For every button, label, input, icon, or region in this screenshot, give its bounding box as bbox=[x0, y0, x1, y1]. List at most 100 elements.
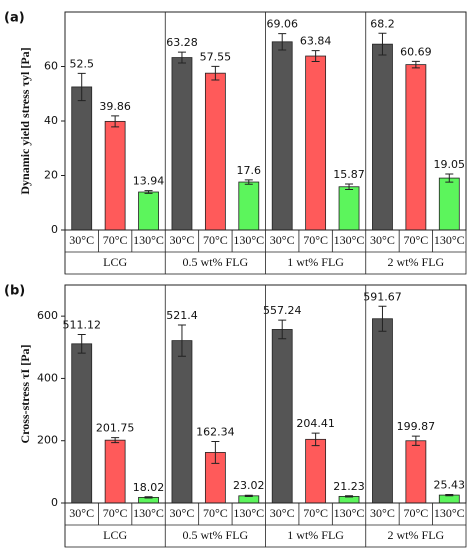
data-label: 68.2 bbox=[370, 17, 395, 30]
series-label: 30°C bbox=[270, 233, 295, 247]
series-label: 30°C bbox=[69, 506, 94, 520]
data-label: 13.94 bbox=[133, 175, 165, 188]
error-bar bbox=[77, 333, 86, 354]
data-label: 201.75 bbox=[96, 422, 135, 435]
series-label: 70°C bbox=[103, 233, 128, 247]
error-bar bbox=[177, 51, 186, 64]
bar bbox=[305, 438, 327, 504]
series-label: 70°C bbox=[203, 506, 228, 520]
error-bar bbox=[278, 33, 287, 51]
error-bar bbox=[211, 65, 220, 81]
data-label: 18.02 bbox=[133, 481, 165, 494]
category-label: LCG bbox=[103, 255, 127, 269]
data-label: 15.87 bbox=[333, 168, 365, 181]
data-label: 63.28 bbox=[166, 36, 198, 49]
error-bar bbox=[345, 495, 354, 498]
error-bar bbox=[445, 173, 454, 183]
error-bar bbox=[345, 183, 354, 190]
series-label: 70°C bbox=[403, 233, 428, 247]
error-bar bbox=[111, 115, 120, 128]
bar bbox=[204, 72, 226, 231]
y-axis-title: Dynamic yield stress τyl [Pa] bbox=[18, 47, 32, 194]
data-label: 17.6 bbox=[237, 164, 262, 177]
series-label: 30°C bbox=[170, 506, 195, 520]
bar bbox=[372, 43, 393, 231]
data-label: 19.05 bbox=[434, 158, 466, 171]
error-bar bbox=[244, 179, 253, 185]
series-label: 130°C bbox=[133, 233, 164, 247]
data-label: 23.02 bbox=[233, 479, 265, 492]
data-label: 591.67 bbox=[363, 290, 402, 303]
error-bar bbox=[211, 441, 220, 464]
y-tick-label: 600 bbox=[37, 309, 58, 322]
error-bar bbox=[177, 324, 186, 357]
bar bbox=[372, 318, 393, 504]
series-label: 30°C bbox=[69, 233, 94, 247]
bar bbox=[438, 494, 460, 504]
error-bar bbox=[144, 496, 153, 499]
series-label: 70°C bbox=[303, 506, 328, 520]
error-bar bbox=[311, 50, 320, 62]
bar bbox=[71, 343, 93, 504]
bar bbox=[271, 41, 293, 231]
series-label: 70°C bbox=[103, 506, 128, 520]
data-label: 63.84 bbox=[300, 35, 332, 48]
series-label: 70°C bbox=[403, 506, 428, 520]
panel-label: (b) bbox=[4, 284, 25, 299]
data-label: 69.06 bbox=[266, 18, 298, 31]
error-bar bbox=[244, 494, 253, 497]
error-bar bbox=[111, 437, 120, 444]
data-label: 25.43 bbox=[434, 478, 466, 491]
panel-label: (a) bbox=[4, 11, 25, 26]
series-label: 130°C bbox=[233, 233, 264, 247]
bar bbox=[138, 191, 159, 231]
y-tick-label: 20 bbox=[44, 169, 58, 182]
error-bar bbox=[278, 319, 287, 340]
y-tick-label: 0 bbox=[51, 496, 58, 509]
error-bar bbox=[411, 435, 420, 446]
data-label: 39.86 bbox=[99, 100, 131, 113]
bar bbox=[104, 439, 126, 504]
series-label: 130°C bbox=[434, 233, 465, 247]
bar bbox=[171, 57, 193, 231]
category-label: 2 wt% FLG bbox=[388, 528, 445, 542]
bar bbox=[305, 55, 327, 231]
series-label: 30°C bbox=[270, 506, 295, 520]
error-bar bbox=[311, 432, 320, 447]
category-label: 0.5 wt% FLG bbox=[183, 255, 249, 269]
bar bbox=[271, 329, 293, 504]
category-label: 2 wt% FLG bbox=[388, 255, 445, 269]
bar bbox=[405, 64, 427, 231]
y-tick-label: 400 bbox=[37, 371, 58, 384]
series-label: 30°C bbox=[370, 506, 395, 520]
series-label: 70°C bbox=[203, 233, 228, 247]
data-label: 21.23 bbox=[333, 480, 365, 493]
error-bar bbox=[144, 190, 153, 194]
data-label: 511.12 bbox=[62, 318, 101, 331]
series-label: 30°C bbox=[370, 233, 395, 247]
error-bar bbox=[77, 72, 86, 102]
series-label: 130°C bbox=[233, 506, 264, 520]
error-bar bbox=[445, 493, 454, 497]
bar bbox=[104, 120, 126, 231]
series-label: 130°C bbox=[334, 233, 365, 247]
data-label: 204.41 bbox=[296, 417, 335, 430]
category-label: 1 wt% FLG bbox=[287, 528, 344, 542]
data-label: 57.55 bbox=[200, 50, 232, 63]
bar bbox=[405, 440, 427, 504]
bar bbox=[238, 181, 260, 231]
bar bbox=[71, 86, 93, 231]
category-label: 0.5 wt% FLG bbox=[183, 528, 249, 542]
y-tick-label: 200 bbox=[37, 434, 58, 447]
error-bar bbox=[378, 305, 387, 332]
data-label: 521.4 bbox=[166, 309, 198, 322]
series-label: 70°C bbox=[303, 233, 328, 247]
bar bbox=[338, 186, 360, 231]
bar bbox=[171, 340, 193, 504]
data-label: 52.5 bbox=[69, 57, 94, 70]
series-label: 130°C bbox=[334, 506, 365, 520]
category-label: LCG bbox=[103, 528, 127, 542]
data-label: 199.87 bbox=[397, 420, 436, 433]
y-axis-title: Cross-stress τI [Pa] bbox=[18, 344, 32, 443]
